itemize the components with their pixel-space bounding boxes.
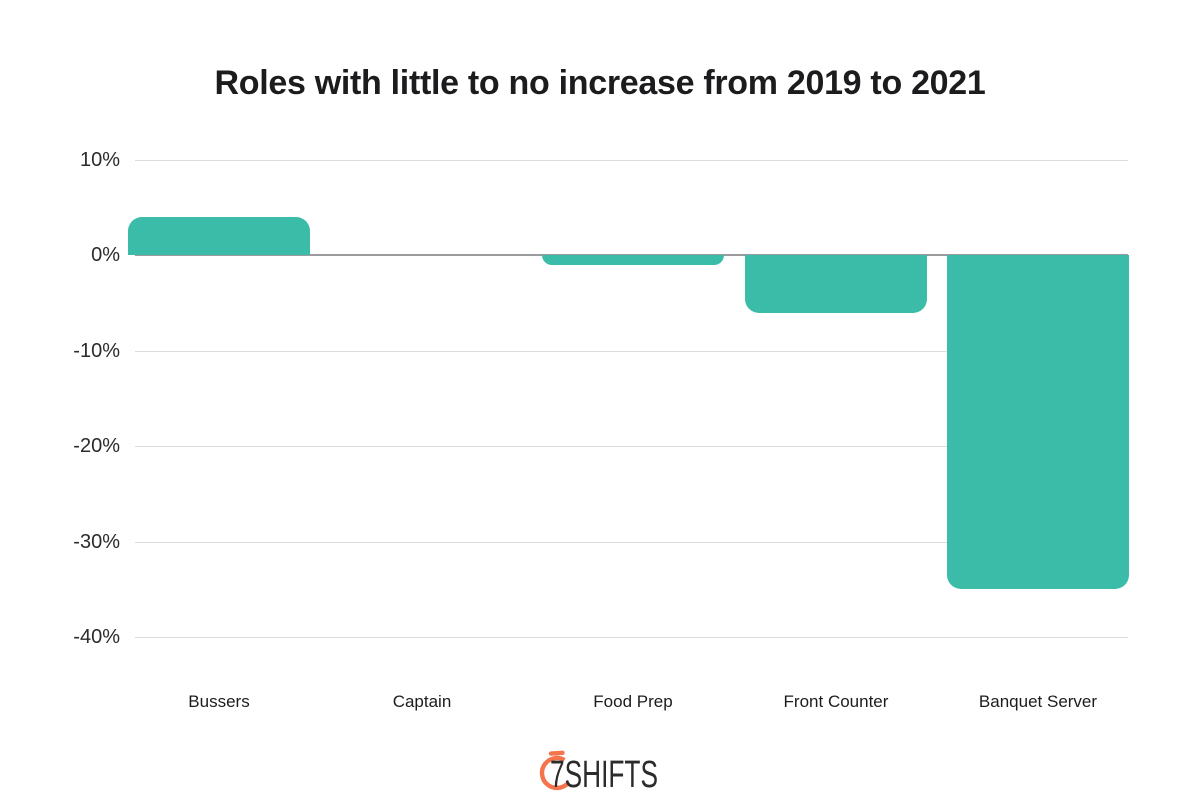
bar-banquet-server xyxy=(947,255,1129,590)
bar-front-counter xyxy=(745,255,927,313)
y-tick-label: -30% xyxy=(73,530,120,553)
gridline xyxy=(135,541,1128,543)
x-tick-label: Banquet Server xyxy=(978,692,1098,711)
plot-area: 10% 0% -10% -20% -30% -40% Bussers Captain Food … xyxy=(73,149,1129,711)
y-tick-label: 10% xyxy=(79,149,120,171)
brand-logo: 7SHIFTS xyxy=(539,750,658,792)
y-tick-label: 0% xyxy=(91,244,120,267)
footer-logo: 7SHIFTS xyxy=(0,744,1200,792)
bar-bussers xyxy=(128,217,310,256)
stopwatch-icon xyxy=(539,750,570,791)
bar-food-prep xyxy=(542,255,724,265)
gridline xyxy=(135,350,1128,352)
y-tick-label: -10% xyxy=(73,339,120,362)
logo-text: 7SHIFTS xyxy=(550,754,658,792)
y-tick-label: -20% xyxy=(73,435,120,458)
chart-title: Roles with little to no increase from 20… xyxy=(214,64,986,102)
y-tick-label: -40% xyxy=(73,626,120,648)
x-tick-label: Bussers xyxy=(188,692,250,711)
x-tick-label: Front Counter xyxy=(783,692,889,711)
x-tick-label: Captain xyxy=(392,692,452,711)
x-tick-label: Food Prep xyxy=(593,692,673,711)
gridline xyxy=(135,637,1128,638)
gridline xyxy=(135,446,1128,448)
gridline xyxy=(135,160,1128,161)
